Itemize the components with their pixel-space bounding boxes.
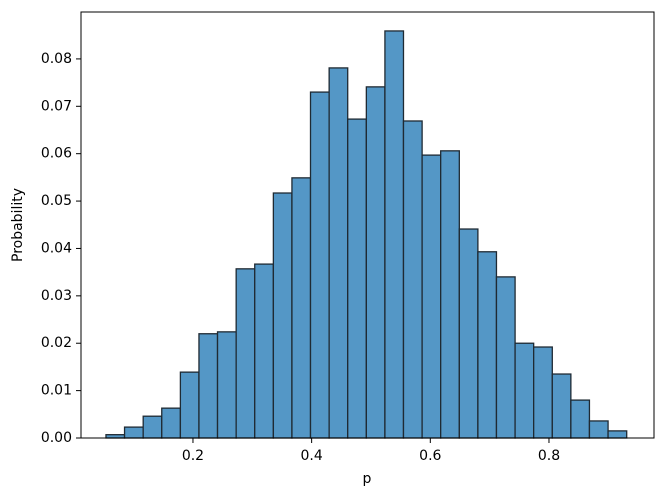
bar	[179, 371, 200, 439]
bar	[161, 407, 182, 439]
bar	[570, 399, 591, 439]
plot-frame	[80, 11, 655, 439]
y-tick-label: 0.05	[41, 193, 72, 209]
bar	[588, 420, 609, 439]
x-tick-label: 0.4	[301, 448, 323, 464]
y-tick-label: 0.08	[41, 51, 72, 67]
y-tick-label: 0.07	[41, 98, 72, 114]
bar	[291, 177, 312, 439]
bar	[477, 251, 498, 439]
bar	[440, 150, 460, 439]
y-axis-label: Probability	[10, 188, 26, 262]
bar	[123, 426, 144, 439]
y-tick-label: 0.06	[41, 146, 72, 162]
bar	[421, 154, 442, 439]
bar	[216, 331, 237, 439]
bar	[495, 276, 516, 439]
bar	[272, 192, 293, 439]
y-tick-label: 0.02	[41, 335, 72, 351]
y-tick-label: 0.00	[41, 430, 72, 446]
bar	[347, 118, 367, 439]
bar	[198, 333, 219, 439]
bar	[365, 86, 386, 439]
y-tick-label: 0.01	[41, 383, 72, 399]
bar	[142, 415, 163, 439]
bar	[551, 373, 572, 439]
bar	[514, 342, 535, 439]
bar	[328, 67, 349, 439]
y-tick-label: 0.03	[41, 288, 72, 304]
y-tick-label: 0.04	[41, 240, 72, 256]
bar	[607, 430, 628, 439]
bar	[309, 91, 330, 439]
bar	[533, 346, 553, 439]
x-axis-label: p	[363, 471, 372, 487]
bar	[384, 30, 405, 439]
x-tick-label: 0.6	[419, 448, 441, 464]
x-tick-label: 0.2	[182, 448, 204, 464]
bar	[458, 228, 479, 439]
bar	[254, 263, 275, 439]
x-tick-label: 0.8	[538, 448, 560, 464]
bar	[235, 268, 256, 439]
bar	[402, 120, 423, 439]
